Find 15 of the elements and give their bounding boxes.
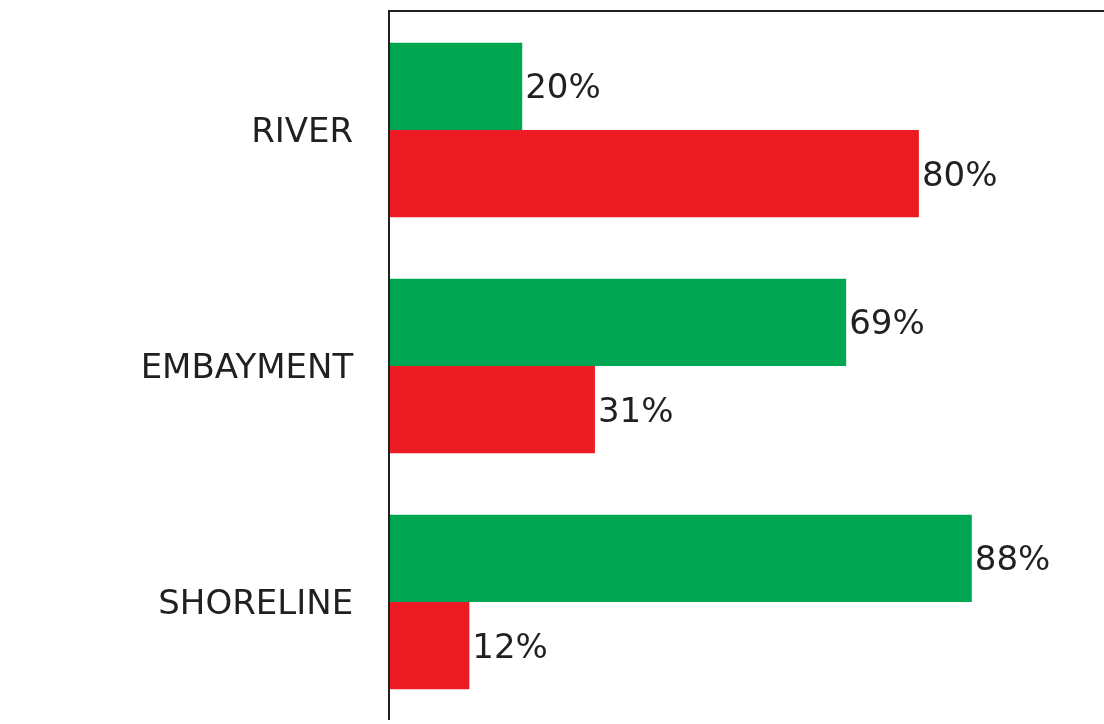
data-label: 88%: [974, 538, 1051, 579]
bar: [390, 42, 523, 130]
data-label: 80%: [921, 153, 998, 194]
bar: [390, 278, 847, 366]
bar: [390, 602, 470, 690]
data-label: 69%: [849, 302, 925, 343]
bar: [390, 366, 595, 454]
y-tick-label: RIVER: [251, 109, 354, 150]
data-label: 31%: [597, 389, 674, 430]
bar: [390, 514, 972, 602]
y-tick-label: EMBAYMENT: [140, 345, 354, 386]
data-label: 12%: [472, 625, 548, 666]
data-label: 20%: [525, 66, 601, 107]
bar: [390, 130, 919, 218]
y-tick-label: SHORELINE: [158, 581, 354, 622]
